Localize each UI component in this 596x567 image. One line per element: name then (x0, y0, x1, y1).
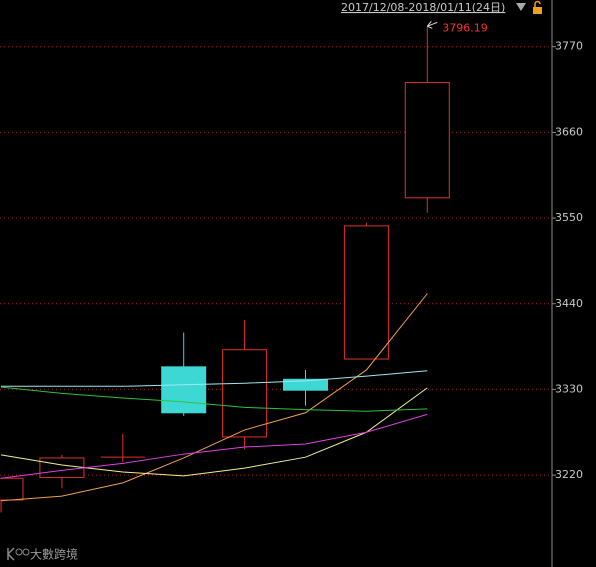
y-tick-label: 3440 (555, 297, 583, 310)
y-tick-label: 3770 (555, 40, 583, 53)
candle-body (39, 457, 85, 478)
y-tick-label: 3330 (555, 382, 583, 395)
candle-body (343, 225, 389, 360)
candle-body (0, 477, 24, 501)
y-tick-label: 3550 (555, 211, 583, 224)
moving-average-line (0, 413, 428, 479)
chart-title[interactable]: 2017/12/08-2018/01/11(24日) (341, 1, 505, 14)
candle-body (161, 366, 207, 414)
plot-area: 3796.19 (0, 21, 488, 513)
y-tick-label: 3220 (555, 468, 583, 481)
watermark: 大數跨境 (30, 547, 78, 562)
candle-body (222, 349, 268, 438)
moving-average-line (0, 386, 428, 412)
candle-body (404, 82, 450, 199)
candle-body (283, 378, 328, 391)
moving-average-line (0, 387, 428, 477)
moving-average-line (1, 370, 428, 387)
grid (0, 46, 552, 476)
lock-icon[interactable] (533, 0, 542, 15)
dropdown-arrow[interactable] (516, 3, 526, 11)
max-label: 3796.19 (442, 21, 488, 34)
watermark-logo (7, 547, 30, 561)
max-arrow (426, 21, 438, 29)
y-tick-label: 3660 (555, 125, 583, 138)
